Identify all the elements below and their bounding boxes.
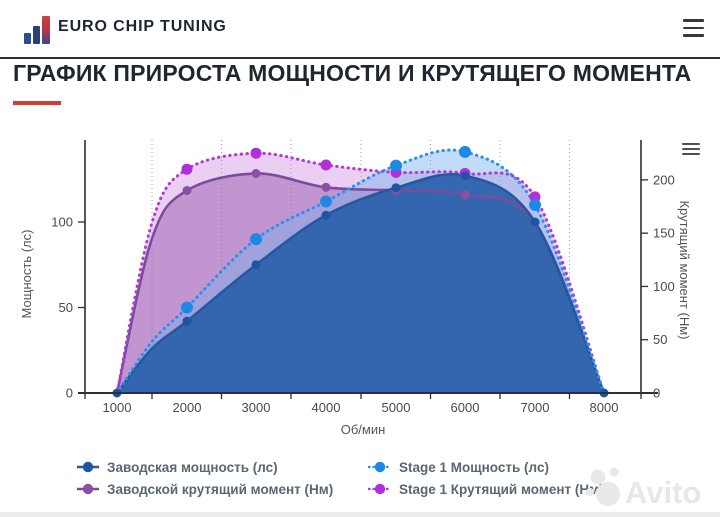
legend-item-series-2[interactable]: Заводской крутящий момент (Нм) [76,480,333,498]
page-title: ГРАФИК ПРИРОСТА МОЩНОСТИ И КРУТЯЩЕГО МОМ… [13,60,692,86]
chart-context-menu-icon[interactable] [682,143,700,158]
legend-label: Заводская мощность (лс) [107,459,278,475]
marker-series-2 [251,169,261,178]
yright-tick-label: 0 [653,386,660,401]
marker-series-2 [460,190,470,200]
yleft-tick-label: 0 [66,386,73,401]
marker-series-0 [251,260,261,270]
line-series-1 [115,148,606,395]
marker-series-0 [321,210,331,220]
legend-item-series-1[interactable]: Stage 1 Мощность (лс) [368,458,549,476]
power-torque-chart: 0 50 100 0 50 100 150 200 1000 2000 3000 4000 5000 60… [0,112,720,452]
yleft-axis-title: Мощность (лс) [19,230,34,319]
x-tick-label: 7000 [521,400,550,415]
legend-marker-icon [77,461,99,473]
marker-series-3 [181,163,193,175]
x-tick-label: 6000 [451,400,480,415]
yright-axis-title: Крутящий момент (Нм) [677,200,692,339]
marker-series-0 [391,183,401,193]
yright-tick-label: 100 [653,279,675,294]
yleft-tick-label: 100 [51,215,73,230]
area-series-0 [117,174,604,393]
legend-item-series-3[interactable]: Stage 1 Крутящий момент (Нм) [368,480,604,498]
marker-series-3 [250,147,262,159]
chart-legend: Заводская мощность (лс) Заводской крутящи… [0,456,720,508]
brand-name[interactable]: EURO CHIP TUNING [58,18,227,35]
header: EURO CHIP TUNING [0,0,720,59]
yright-tick-label: 50 [653,332,667,347]
x-tick-label: 3000 [242,400,271,415]
title-accent-bar [13,101,61,105]
marker-series-1 [250,233,262,246]
marker-series-0 [460,171,470,181]
legend-marker-icon [368,483,392,495]
marker-series-1 [459,145,471,158]
menu-hamburger-icon[interactable] [683,19,704,37]
marker-series-1 [320,195,332,208]
legend-item-series-0[interactable]: Заводская мощность (лс) [76,458,278,476]
marker-series-2 [182,186,192,195]
x-tick-label: 5000 [382,400,411,415]
yright-tick-label: 200 [653,172,675,187]
legend-marker-icon [77,483,99,495]
page-bottom-edge [0,512,720,517]
legend-label: Stage 1 Крутящий момент (Нм) [399,481,604,497]
x-tick-label: 2000 [173,400,202,415]
x-tick-label: 4000 [312,400,341,415]
legend-marker-icon [368,461,392,473]
x-tick-label: 1000 [103,400,132,415]
x-tick-label: 8000 [590,400,619,415]
x-axis-title: Об/мин [341,422,386,437]
marker-series-2 [321,182,331,192]
legend-label: Stage 1 Мощность (лс) [399,459,549,475]
yright-tick-label: 150 [653,226,675,241]
yleft-tick-label: 50 [59,300,73,315]
brand-logo-icon [24,16,50,44]
marker-series-1 [529,198,541,211]
legend-label: Заводской крутящий момент (Нм) [107,481,334,497]
marker-series-3 [320,159,332,171]
marker-series-0 [182,316,192,326]
marker-series-1 [390,159,402,172]
marker-series-0 [530,217,540,227]
marker-series-1 [181,301,193,314]
